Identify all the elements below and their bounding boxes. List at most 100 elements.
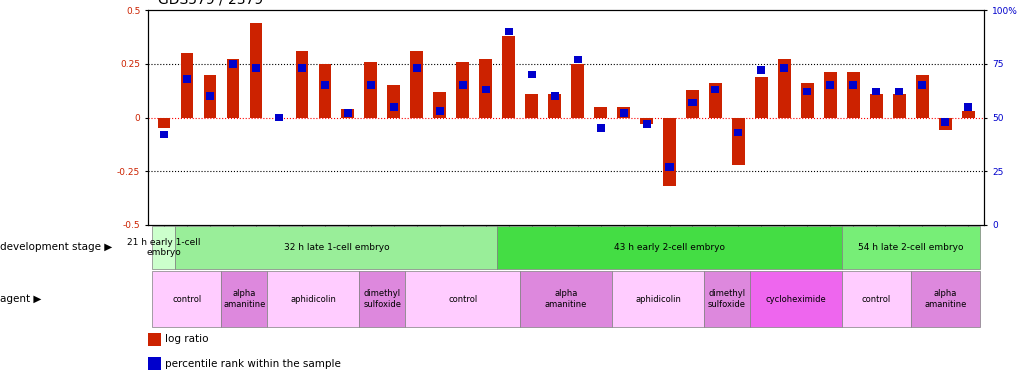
Bar: [841, 271, 910, 327]
Text: 43 h early 2-cell embryo: 43 h early 2-cell embryo: [613, 243, 725, 252]
Bar: [410, 51, 423, 117]
Bar: [321, 81, 328, 89]
Bar: [594, 107, 606, 117]
Bar: [504, 28, 513, 35]
Bar: [757, 66, 764, 74]
Bar: [389, 103, 397, 111]
Bar: [915, 75, 927, 117]
Bar: [343, 110, 352, 117]
Bar: [749, 271, 841, 327]
Bar: [153, 226, 175, 269]
Bar: [800, 83, 813, 117]
Text: alpha
amanitine: alpha amanitine: [223, 289, 265, 309]
Bar: [734, 129, 742, 136]
Bar: [158, 117, 170, 128]
Bar: [298, 64, 306, 72]
Bar: [548, 94, 560, 117]
Text: agent ▶: agent ▶: [0, 294, 42, 304]
Bar: [413, 64, 421, 72]
Bar: [180, 53, 193, 117]
Bar: [175, 226, 496, 269]
Text: alpha
amanitine: alpha amanitine: [923, 289, 965, 309]
Bar: [501, 36, 515, 117]
Text: alpha
amanitine: alpha amanitine: [544, 289, 587, 309]
Bar: [405, 271, 520, 327]
Bar: [252, 64, 260, 72]
Bar: [525, 94, 537, 117]
Text: percentile rank within the sample: percentile rank within the sample: [165, 359, 340, 369]
Bar: [364, 62, 377, 117]
Bar: [688, 99, 696, 106]
Bar: [938, 117, 951, 130]
Bar: [910, 271, 978, 327]
Bar: [846, 72, 859, 117]
Bar: [777, 60, 790, 117]
Bar: [435, 107, 443, 115]
Bar: [550, 92, 558, 100]
Bar: [250, 23, 262, 117]
Bar: [274, 114, 282, 121]
Bar: [527, 71, 535, 78]
Bar: [640, 117, 652, 124]
Bar: [459, 81, 467, 89]
Bar: [664, 163, 673, 171]
Bar: [573, 56, 581, 63]
Bar: [341, 109, 354, 117]
Bar: [941, 118, 949, 126]
Text: 21 h early 1-cell
embryo: 21 h early 1-cell embryo: [127, 238, 201, 257]
Bar: [221, 271, 267, 327]
Bar: [917, 81, 925, 89]
Bar: [148, 357, 161, 370]
Text: 32 h late 1-cell embryo: 32 h late 1-cell embryo: [283, 243, 389, 252]
Text: aphidicolin: aphidicolin: [635, 294, 681, 303]
Bar: [153, 271, 221, 327]
Bar: [481, 86, 489, 93]
Bar: [359, 271, 405, 327]
Text: dimethyl
sulfoxide: dimethyl sulfoxide: [707, 289, 745, 309]
Text: 54 h late 2-cell embryo: 54 h late 2-cell embryo: [857, 243, 963, 252]
Bar: [206, 92, 214, 100]
Text: control: control: [447, 294, 477, 303]
Text: aphidicolin: aphidicolin: [290, 294, 336, 303]
Bar: [849, 81, 857, 89]
Bar: [387, 85, 399, 117]
Text: cycloheximide: cycloheximide: [764, 294, 825, 303]
Text: development stage ▶: development stage ▶: [0, 243, 112, 252]
Bar: [433, 92, 445, 117]
Bar: [662, 117, 676, 186]
Bar: [825, 81, 834, 89]
Bar: [160, 131, 168, 138]
Bar: [780, 64, 788, 72]
Bar: [616, 107, 630, 117]
Bar: [611, 271, 703, 327]
Text: control: control: [861, 294, 890, 303]
Bar: [754, 76, 767, 117]
Bar: [455, 62, 469, 117]
Bar: [226, 60, 239, 117]
Bar: [803, 88, 810, 96]
Bar: [892, 94, 905, 117]
Bar: [710, 86, 718, 93]
Bar: [228, 60, 236, 68]
Bar: [496, 226, 841, 269]
Bar: [841, 226, 978, 269]
Bar: [571, 64, 583, 117]
Bar: [148, 333, 161, 346]
Bar: [596, 124, 604, 132]
Bar: [961, 111, 973, 117]
Bar: [296, 51, 308, 117]
Bar: [869, 94, 881, 117]
Bar: [686, 90, 698, 117]
Bar: [642, 120, 650, 128]
Bar: [963, 103, 971, 111]
Bar: [871, 88, 879, 96]
Bar: [619, 110, 627, 117]
Text: log ratio: log ratio: [165, 334, 209, 344]
Bar: [703, 271, 749, 327]
Text: control: control: [172, 294, 202, 303]
Text: GDS579 / 2379: GDS579 / 2379: [158, 0, 263, 6]
Bar: [708, 83, 721, 117]
Bar: [204, 75, 216, 117]
Bar: [182, 75, 191, 82]
Bar: [895, 88, 903, 96]
